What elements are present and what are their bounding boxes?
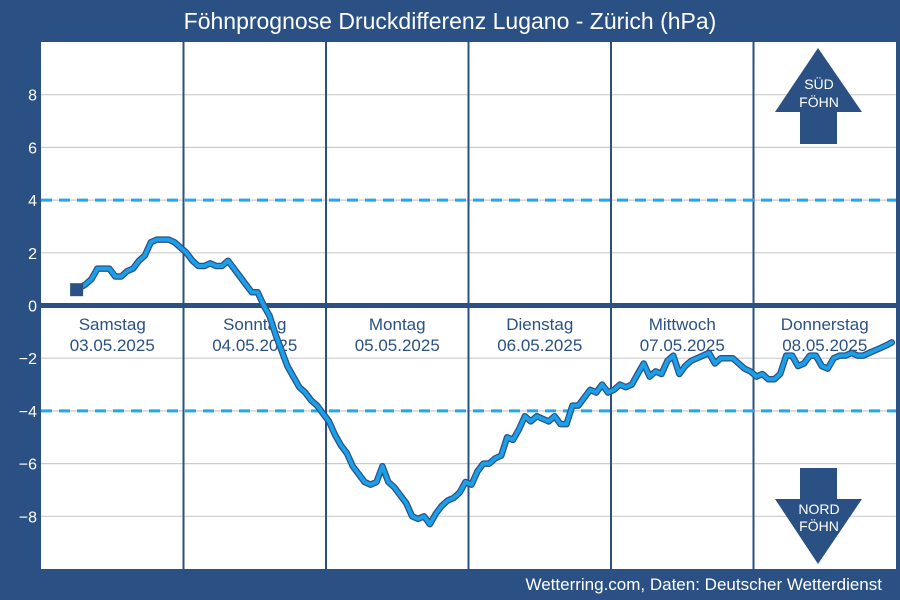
y-tick-labels: −8 −6 −4 −2 0 2 4 6 8	[19, 88, 37, 527]
north-indicator-line1: NORD	[798, 501, 839, 517]
day-name-label: Donnerstag	[781, 315, 869, 334]
south-indicator-line1: SÜD	[804, 75, 834, 92]
arrow-down-icon	[775, 468, 862, 564]
y-tick-label: −2	[19, 351, 37, 368]
day-name-label: Samstag	[79, 315, 146, 334]
day-date-label: 07.05.2025	[640, 336, 725, 355]
threshold-lines	[41, 198, 896, 413]
y-tick-label: 6	[28, 140, 37, 157]
day-name-label: Mittwoch	[649, 315, 716, 334]
series-line-group	[70, 236, 896, 528]
y-tick-label: −6	[19, 457, 37, 474]
y-tick-label: 4	[28, 193, 37, 210]
north-foehn-indicator: NORD FÖHN	[775, 468, 862, 564]
y-tick-label: −4	[19, 404, 37, 421]
y-tick-label: −8	[19, 509, 37, 526]
data-credit: Wetterring.com, Daten: Deutscher Wetterd…	[525, 575, 882, 594]
south-foehn-indicator: SÜD FÖHN	[775, 48, 862, 144]
series-line	[74, 237, 894, 527]
series-start-marker	[70, 283, 84, 297]
day-date-label: 05.05.2025	[355, 336, 440, 355]
south-indicator-line2: FÖHN	[799, 93, 839, 110]
day-name-label: Dienstag	[506, 315, 573, 334]
day-date-label: 06.05.2025	[497, 336, 582, 355]
day-name-label: Montag	[369, 315, 426, 334]
day-date-label: 08.05.2025	[782, 336, 867, 355]
north-indicator-line2: FÖHN	[799, 517, 839, 534]
arrow-up-icon	[775, 48, 862, 144]
y-tick-label: 2	[28, 246, 37, 263]
day-date-label: 03.05.2025	[70, 336, 155, 355]
y-tick-label: 0	[28, 299, 37, 316]
chart-title: Föhnprognose Druckdifferenz Lugano - Zür…	[184, 8, 717, 34]
y-tick-label: 8	[28, 88, 37, 105]
